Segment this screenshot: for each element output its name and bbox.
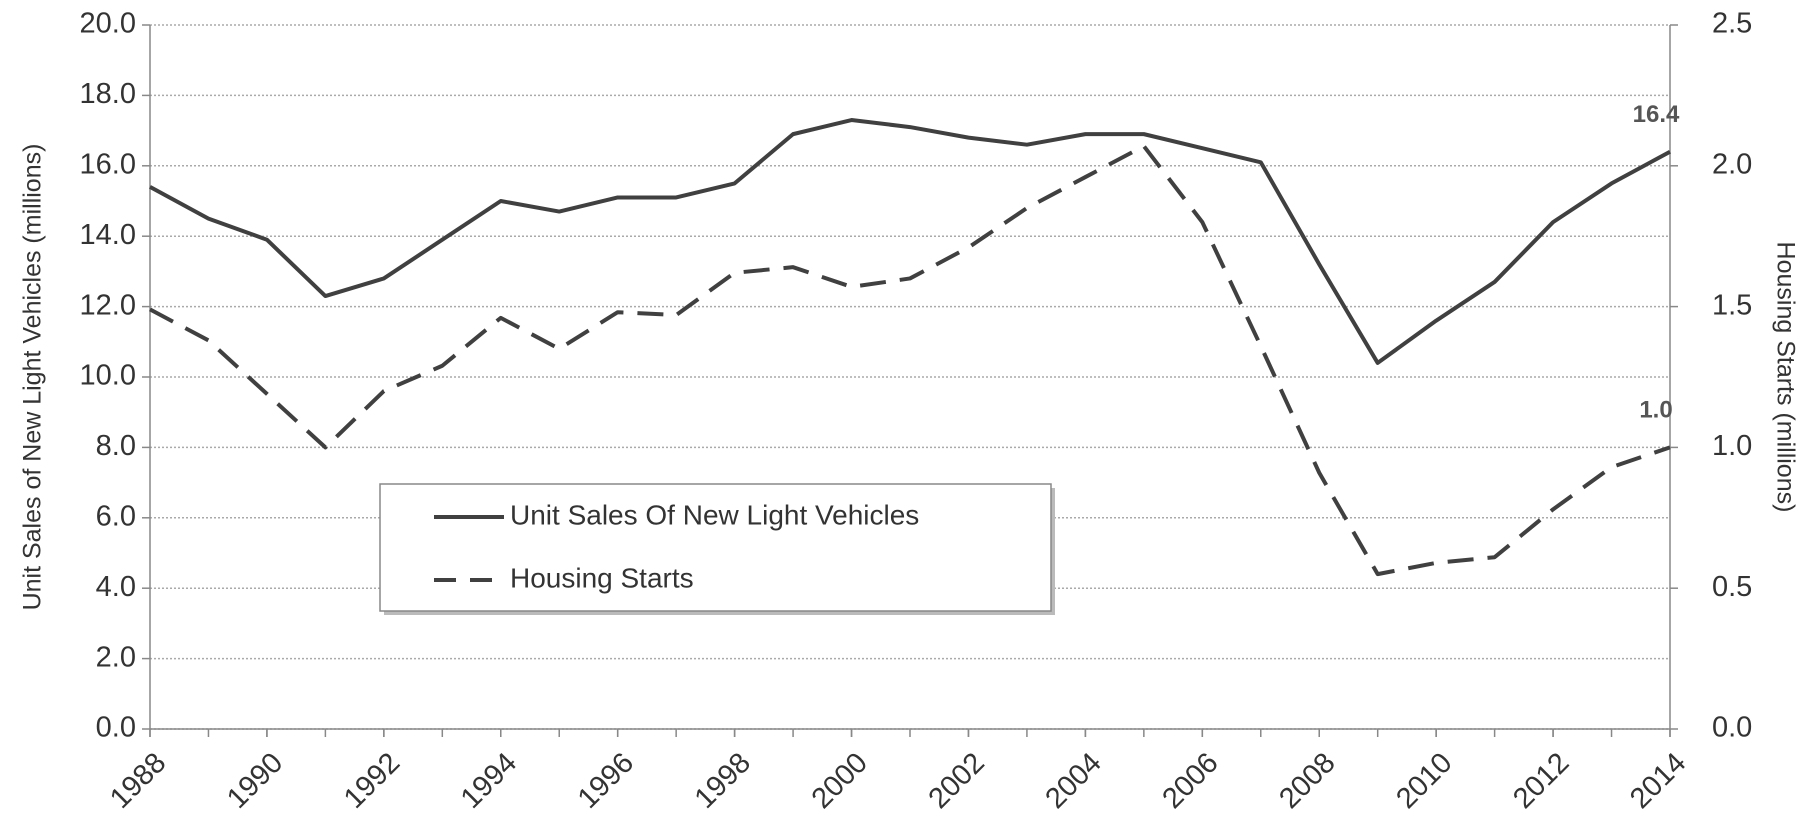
- y-tick-label: 16.0: [80, 148, 136, 180]
- y2-tick-label: 1.5: [1712, 289, 1752, 321]
- x-tick-label: 2006: [1156, 747, 1224, 815]
- x-tick-label: 1992: [338, 747, 406, 815]
- y2-axis-title: Housing Starts (millions): [1771, 242, 1799, 513]
- y-tick-label: 4.0: [96, 571, 136, 603]
- series-line: [149, 144, 1671, 577]
- y-tick-label: 18.0: [80, 78, 136, 110]
- y2-tick-label: 0.5: [1712, 571, 1752, 603]
- y-axis-title: Unit Sales of New Light Vehicles (millio…: [19, 144, 47, 611]
- x-tick-label: 1996: [572, 747, 640, 815]
- x-tick-label: 1990: [221, 747, 289, 815]
- y-tick-label: 20.0: [80, 8, 136, 40]
- y-tick-label: 14.0: [80, 219, 136, 251]
- x-tick-label: 2014: [1624, 747, 1692, 815]
- x-tick-label: 2012: [1507, 747, 1575, 815]
- y2-tick-label: 1.0: [1712, 430, 1752, 462]
- x-tick-label: 2008: [1273, 747, 1341, 815]
- legend-label: Unit Sales Of New Light Vehicles: [510, 499, 919, 530]
- y-tick-label: 10.0: [80, 360, 136, 392]
- y-tick-label: 0.0: [96, 712, 136, 744]
- y-tick-label: 8.0: [96, 430, 136, 462]
- x-tick-label: 2010: [1390, 747, 1458, 815]
- data-label: 1.0: [1639, 397, 1672, 424]
- y-tick-label: 12.0: [80, 289, 136, 321]
- y2-tick-label: 2.0: [1712, 148, 1752, 180]
- legend-label: Housing Starts: [510, 562, 694, 593]
- data-label: 16.4: [1633, 101, 1680, 128]
- legend: [379, 483, 1052, 612]
- y-tick-label: 6.0: [96, 500, 136, 532]
- y-tick-label: 2.0: [96, 641, 136, 673]
- x-tick-label: 2000: [806, 747, 874, 815]
- series-line: [149, 118, 1671, 365]
- x-tick-label: 1994: [455, 747, 523, 815]
- x-tick-label: 1998: [689, 747, 757, 815]
- x-tick-label: 2002: [923, 747, 991, 815]
- y2-tick-label: 0.0: [1712, 712, 1752, 744]
- y2-tick-label: 2.5: [1712, 8, 1752, 40]
- x-tick-label: 1988: [104, 747, 172, 815]
- x-tick-label: 2004: [1040, 747, 1108, 815]
